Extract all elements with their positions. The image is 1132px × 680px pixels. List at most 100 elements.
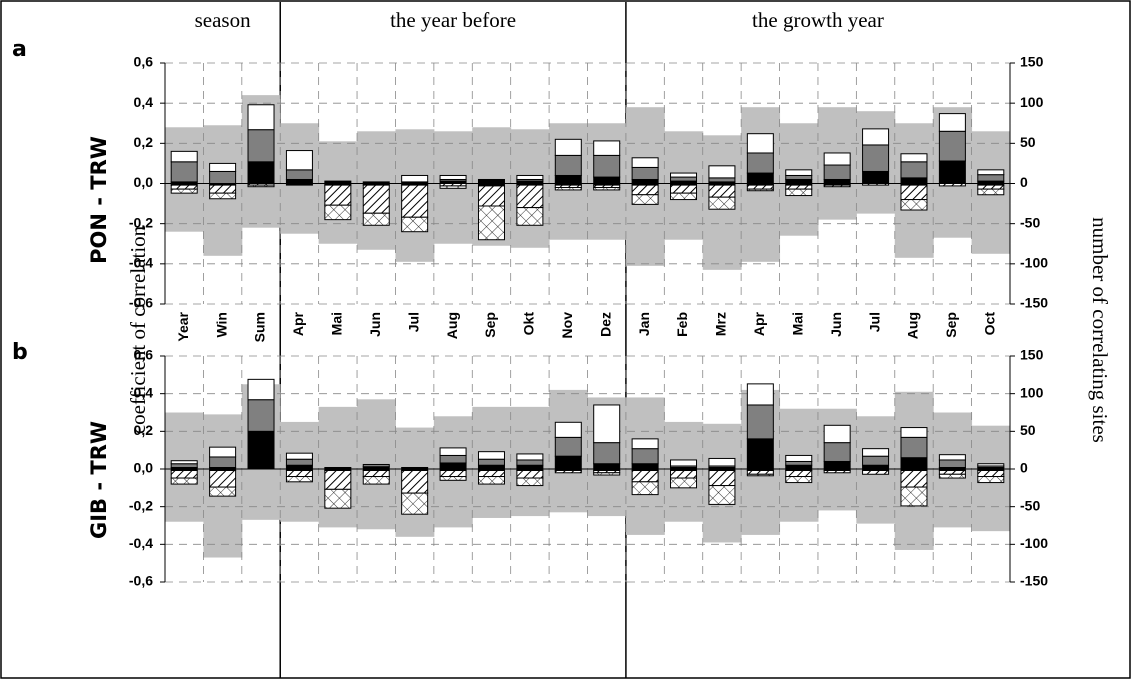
bar-segment xyxy=(785,184,813,190)
bar-segment xyxy=(785,454,813,462)
bar-segment xyxy=(516,184,544,209)
y2-tick-label: 150 xyxy=(1020,347,1044,363)
bar-segment xyxy=(554,470,582,474)
group-label: the growth year xyxy=(752,8,884,32)
bar-segment xyxy=(785,470,813,478)
bar-segment xyxy=(439,174,467,180)
bar-segment xyxy=(362,470,390,478)
bar-segment xyxy=(670,172,698,178)
bar-segment xyxy=(516,459,544,466)
bar-segment xyxy=(823,184,851,188)
bar-segment xyxy=(862,448,890,457)
bar-segment xyxy=(900,427,928,438)
bar-segment xyxy=(477,458,505,466)
bar-segment xyxy=(977,184,1005,190)
x-tick-label: Dez xyxy=(597,312,613,337)
bar-segment xyxy=(631,178,659,185)
y-tick-label: 0,4 xyxy=(134,384,154,400)
bar-segment xyxy=(785,178,813,185)
y2-tick-label: 150 xyxy=(1020,54,1044,70)
bar-segment xyxy=(670,470,698,479)
y-tick-label: -0,2 xyxy=(129,214,153,230)
bar-segment xyxy=(977,476,1005,484)
x-tick-label: Apr xyxy=(751,311,767,336)
bar-segment xyxy=(209,456,237,468)
bar-segment xyxy=(285,470,313,478)
bar-segment xyxy=(593,463,621,470)
bar-segment xyxy=(477,205,505,241)
x-tick-label: Jun xyxy=(828,312,844,337)
y2-tick-label: -50 xyxy=(1020,497,1040,513)
bar-segment xyxy=(209,486,237,497)
bar-segment xyxy=(285,178,313,185)
bar-segment xyxy=(247,378,275,401)
bar-segment xyxy=(785,174,813,180)
bar-segment xyxy=(554,187,582,191)
bar-segment xyxy=(247,129,275,163)
bar-segment xyxy=(209,446,237,458)
bar-segment xyxy=(209,184,237,194)
bar-segment xyxy=(862,470,890,475)
bar-segment xyxy=(708,457,736,467)
x-tick-label: Win xyxy=(213,312,229,338)
x-tick-label: Oct xyxy=(981,312,997,336)
bar-segment xyxy=(785,464,813,470)
bar-segment xyxy=(516,207,544,226)
bar-segment xyxy=(900,457,928,470)
x-tick-label: Feb xyxy=(674,312,690,337)
bar-segment xyxy=(554,455,582,470)
bar-segment xyxy=(938,160,966,185)
bar-segment xyxy=(401,174,429,183)
bar-segment xyxy=(977,463,1005,467)
bar-segment xyxy=(477,178,505,185)
x-tick-label: Aug xyxy=(905,312,921,339)
bar-segment xyxy=(554,436,582,457)
bar-segment xyxy=(823,442,851,462)
x-tick-label: Okt xyxy=(521,312,537,336)
bar-segment xyxy=(209,162,237,172)
y-tick-label: -0,4 xyxy=(129,535,153,551)
bar-segment xyxy=(439,462,467,470)
bar-segment xyxy=(247,104,275,131)
bar-segment xyxy=(823,164,851,180)
panel-label: b xyxy=(12,340,28,365)
bar-segment xyxy=(862,128,890,146)
x-tick-label: Sep xyxy=(943,312,959,338)
bar-segment xyxy=(516,470,544,479)
bar-segment xyxy=(746,473,774,477)
bar-segment xyxy=(823,152,851,166)
bar-segment xyxy=(170,463,198,468)
bar-segment xyxy=(708,485,736,505)
bar-segment xyxy=(631,463,659,470)
y-tick-label: 0,2 xyxy=(134,134,154,150)
bar-segment xyxy=(362,463,390,468)
bar-segment xyxy=(631,470,659,483)
bar-segment xyxy=(285,150,313,171)
bar-segment xyxy=(785,476,813,484)
bar-segment xyxy=(900,470,928,488)
group-label: season xyxy=(195,8,251,32)
bar-segment xyxy=(593,187,621,191)
bar-segment xyxy=(746,404,774,440)
bar-segment xyxy=(209,170,237,184)
bar-segment xyxy=(516,464,544,470)
x-tick-label: Jul xyxy=(405,312,421,332)
bar-segment xyxy=(708,165,736,179)
bar-segment xyxy=(631,157,659,168)
bar-segment xyxy=(977,169,1005,176)
x-tick-label: Sum xyxy=(252,312,268,342)
bar-segment xyxy=(785,460,813,466)
bar-segment xyxy=(362,212,390,226)
bar-segment xyxy=(593,404,621,444)
bar-segment xyxy=(938,470,966,475)
bar-segment xyxy=(593,140,621,156)
bar-segment xyxy=(670,459,698,467)
bar-segment xyxy=(247,161,275,184)
bar-segment xyxy=(477,470,505,478)
bar-segment xyxy=(401,216,429,233)
bar-segment xyxy=(708,177,736,183)
y-tick-label: -0,6 xyxy=(129,295,153,311)
bar-segment xyxy=(285,452,313,460)
bar-segment xyxy=(516,453,544,461)
x-tick-label: Apr xyxy=(290,311,306,336)
